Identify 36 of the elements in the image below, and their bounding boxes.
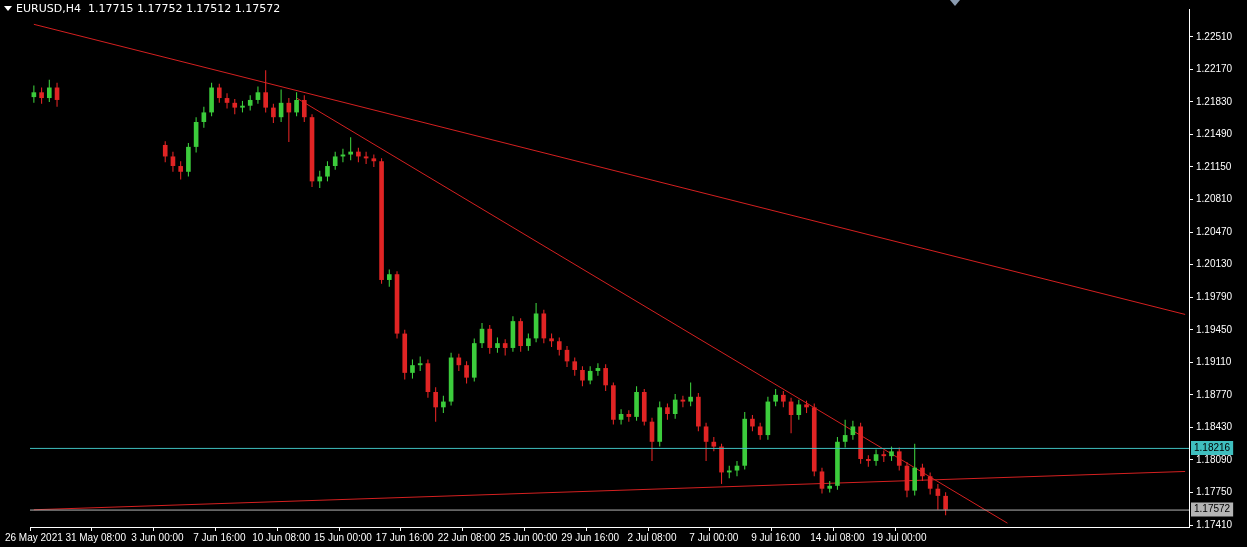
y-tick-label: 1.17410	[1196, 518, 1233, 530]
x-tick-label: 7 Jun 16:00	[193, 531, 246, 543]
x-tick-label: 25 Jun 00:00	[499, 531, 558, 543]
y-tick-label: 1.19110	[1196, 356, 1232, 368]
ref-line-label: 1.17572	[1194, 503, 1231, 515]
y-tick-label: 1.21150	[1196, 160, 1232, 172]
candlestick	[224, 93, 230, 109]
y-tick-label: 1.20470	[1196, 225, 1233, 237]
x-tick-label: 9 Jul 16:00	[751, 531, 801, 543]
x-tick-label: 3 Jun 00:00	[131, 531, 185, 543]
x-tick-label: 2 Jul 08:00	[627, 531, 677, 543]
x-tick-label: 15 Jun 00:00	[314, 531, 373, 543]
candlestick	[734, 460, 740, 477]
ref-line-label: 1.18216	[1194, 441, 1231, 453]
y-tick-label: 1.22170	[1196, 63, 1233, 75]
y-tick-label: 1.22510	[1196, 30, 1233, 42]
y-tick-label: 1.18090	[1196, 453, 1233, 465]
x-tick-label: 26 May 2021	[4, 531, 64, 543]
x-tick-label: 29 Jun 16:00	[561, 531, 620, 543]
y-tick-label: 1.19450	[1196, 323, 1233, 335]
chart-title: EURUSD,H4 1.17715 1.17752 1.17512 1.17572	[16, 2, 281, 15]
x-tick-label: 19 Jul 00:00	[872, 531, 927, 543]
y-tick-label: 1.17750	[1196, 486, 1233, 498]
y-tick-label: 1.18430	[1196, 421, 1233, 433]
x-tick-label: 7 Jul 00:00	[689, 531, 739, 543]
y-tick-label: 1.20130	[1196, 258, 1233, 270]
x-tick-label: 14 Jul 08:00	[810, 531, 866, 543]
x-tick-label: 17 Jun 16:00	[375, 531, 435, 543]
x-tick-label: 31 May 08:00	[65, 531, 127, 543]
y-tick-label: 1.20810	[1196, 193, 1233, 205]
x-tick-label: 22 Jun 08:00	[437, 531, 496, 543]
x-tick-label: 10 Jun 08:00	[252, 531, 311, 543]
y-tick-label: 1.19790	[1196, 290, 1233, 302]
y-tick-label: 1.18770	[1196, 388, 1233, 400]
y-tick-label: 1.21490	[1196, 128, 1233, 140]
y-tick-label: 1.21830	[1196, 95, 1233, 107]
